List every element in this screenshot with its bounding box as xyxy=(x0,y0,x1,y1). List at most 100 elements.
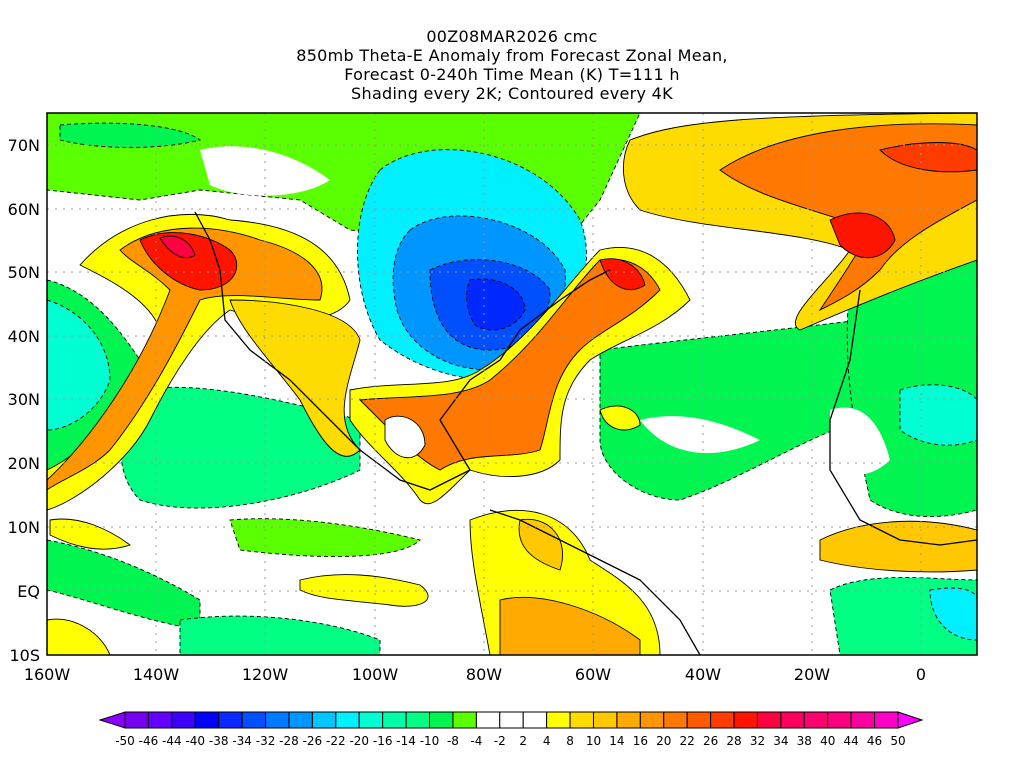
colorbar-swatch xyxy=(756,711,782,729)
lat-label: 20N xyxy=(8,454,40,473)
equatorial-pacific-green-1 xyxy=(47,539,201,631)
colorbar-label: 40 xyxy=(820,734,835,748)
lon-label: 160W xyxy=(24,665,71,684)
colorbar-swatch xyxy=(452,711,477,729)
coastline-north-america-west xyxy=(194,211,471,491)
colorbar-swatch xyxy=(592,711,618,729)
colorbar-label: -14 xyxy=(396,734,416,748)
colorbar-swatch xyxy=(147,711,173,729)
colorbar-swatch xyxy=(803,711,829,729)
colorbar-over-triangle xyxy=(897,711,924,729)
colorbar-label: 28 xyxy=(726,734,741,748)
colorbar-label: 46 xyxy=(867,734,882,748)
grid-lines xyxy=(47,113,977,655)
lon-label: 60W xyxy=(575,665,611,684)
equatorial-yellow-1 xyxy=(299,574,429,607)
south-america-warm-patch xyxy=(518,518,564,571)
colorbar-label: 50 xyxy=(890,734,905,748)
colorbar-swatch xyxy=(569,711,594,729)
title-line-3: Forecast 0-240h Time Mean (K) T=111 h xyxy=(344,65,680,84)
colorbar-label: 38 xyxy=(797,734,812,748)
subtropical-atlantic-green xyxy=(599,319,861,501)
coastline-north-america-east xyxy=(439,269,611,471)
lon-label: 40W xyxy=(685,665,721,684)
cold-anomaly-core xyxy=(466,278,526,331)
lat-label: 40N xyxy=(8,327,40,346)
colorbar-swatch xyxy=(288,711,313,729)
colorbar-label: 8 xyxy=(566,734,574,748)
colorbar-label: -44 xyxy=(162,734,182,748)
colorbar-label: -20 xyxy=(349,734,369,748)
title-line-4: Shading every 2K; Contoured every 4K xyxy=(351,84,673,103)
colorbar-swatch xyxy=(241,711,267,729)
north-atlantic-warm-red-2 xyxy=(879,142,977,173)
colorbar-label: -22 xyxy=(326,734,346,748)
lat-label: 60N xyxy=(8,200,40,219)
colorbar-label: -40 xyxy=(185,734,205,748)
colorbar-label: 20 xyxy=(656,734,671,748)
colorbar-label: -38 xyxy=(209,734,229,748)
atlantic-white-patch xyxy=(640,416,760,454)
lat-label: 30N xyxy=(8,390,40,409)
map-frame xyxy=(46,112,978,656)
equatorial-pacific-green-2 xyxy=(179,615,381,655)
colorbar-swatch xyxy=(171,711,196,729)
colorbar-swatch xyxy=(311,711,337,729)
colorbar-swatch xyxy=(358,711,384,729)
equatorial-pacific-green-3 xyxy=(229,518,421,558)
colorbar-label: 4 xyxy=(543,734,551,748)
colorbar-swatch xyxy=(405,711,431,729)
title-line-2: 850mb Theta-E Anomaly from Forecast Zona… xyxy=(296,46,728,65)
colorbar-swatch xyxy=(780,711,805,729)
colorbar-label: 44 xyxy=(844,734,859,748)
colorbar-swatch xyxy=(616,711,641,729)
colorbar-swatch xyxy=(850,711,876,729)
latitude-axis: 70N 60N 50N 40N 30N 20N 10N EQ 10S xyxy=(8,136,40,665)
colorbar-label: 26 xyxy=(703,734,718,748)
lon-label: 80W xyxy=(466,665,502,684)
atlantic-warm-orange xyxy=(359,258,661,471)
colorbar-swatch xyxy=(546,711,571,729)
colorbar-swatch xyxy=(265,711,290,729)
north-atlantic-warm-red-1 xyxy=(829,212,896,259)
anomaly-field xyxy=(47,113,977,655)
lon-label: 140W xyxy=(133,665,180,684)
sahara-white-patch xyxy=(830,407,890,475)
colorbar-swatch xyxy=(429,711,454,729)
colorbar-label: -32 xyxy=(256,734,276,748)
pacific-cyan-region xyxy=(47,299,111,431)
colorbar-label: -50 xyxy=(115,734,135,748)
lat-label: 50N xyxy=(8,263,40,282)
colorbar-swatch xyxy=(522,711,548,729)
subtropical-pacific-green xyxy=(120,386,361,509)
colorbar-swatch xyxy=(382,711,407,729)
colorbar-label: -16 xyxy=(373,734,393,748)
coastline-south-america xyxy=(489,509,701,655)
colorbar-label: -2 xyxy=(494,734,506,748)
lat-label: 10N xyxy=(8,518,40,537)
colorbar-label: -4 xyxy=(470,734,482,748)
colorbar-label: 16 xyxy=(633,734,648,748)
colorbar-label: 32 xyxy=(750,734,765,748)
colorbar-label: -28 xyxy=(279,734,299,748)
colorbar: -50 -46 -44 -40 -38 -34 -32 -28 -26 -22 -20 -16 -14-… xyxy=(98,711,924,748)
gulf-of-mexico-white xyxy=(384,415,426,459)
lon-label: 20W xyxy=(794,665,830,684)
longitude-axis: 160W 140W 120W 100W 80W 60W 40W 20W 0 xyxy=(24,665,926,684)
colorbar-label: 10 xyxy=(586,734,601,748)
colorbar-swatch xyxy=(686,711,712,729)
colorbar-swatch xyxy=(639,711,665,729)
newfoundland-warm-red xyxy=(599,258,646,291)
colorbar-swatch xyxy=(499,711,524,729)
lon-label: 100W xyxy=(352,665,399,684)
lat-label: 70N xyxy=(8,136,40,155)
lon-label: 120W xyxy=(242,665,289,684)
colorbar-label: -10 xyxy=(420,734,440,748)
equatorial-yellow-3 xyxy=(49,518,131,550)
colorbar-swatch xyxy=(218,711,243,729)
colorbar-swatch xyxy=(710,711,735,729)
colorbar-swatch xyxy=(124,711,149,729)
colorbar-swatch xyxy=(874,711,899,729)
coastline-africa xyxy=(829,289,977,546)
